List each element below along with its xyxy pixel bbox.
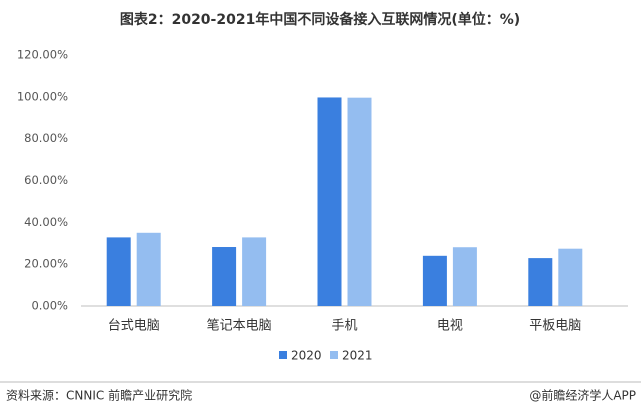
x-tick-label: 台式电脑 xyxy=(108,319,160,334)
y-tick-label: 60.00% xyxy=(24,173,68,187)
x-tick-label: 笔记本电脑 xyxy=(207,318,272,334)
credit: @前瞻经济学人APP xyxy=(529,388,636,403)
chart-title: 图表2：2020-2021年中国不同设备接入互联网情况(单位：%) xyxy=(120,11,520,28)
y-tick-label: 80.00% xyxy=(24,131,68,145)
y-tick-label: 120.00% xyxy=(17,48,68,62)
bar xyxy=(422,255,447,306)
source: 资料来源：CNNIC 前瞻产业研究院 xyxy=(6,388,192,403)
legend-label: 2020 xyxy=(291,349,322,363)
legend-label: 2021 xyxy=(342,349,373,363)
bar xyxy=(452,247,477,306)
x-tick-label: 手机 xyxy=(331,319,357,334)
legend-swatch xyxy=(330,351,338,359)
bar xyxy=(528,258,553,306)
bar xyxy=(317,97,342,306)
bar xyxy=(242,237,267,306)
bar xyxy=(106,237,131,306)
bar xyxy=(212,247,237,306)
y-tick-label: 40.00% xyxy=(24,215,68,229)
bar xyxy=(558,248,583,306)
y-tick-label: 0.00% xyxy=(31,299,68,313)
bar xyxy=(347,97,372,306)
bar xyxy=(136,232,161,306)
x-tick-label: 电视 xyxy=(437,319,463,334)
y-tick-label: 100.00% xyxy=(17,89,68,103)
legend-swatch xyxy=(279,351,287,359)
x-tick-label: 平板电脑 xyxy=(529,319,581,334)
y-tick-label: 20.00% xyxy=(24,257,68,271)
